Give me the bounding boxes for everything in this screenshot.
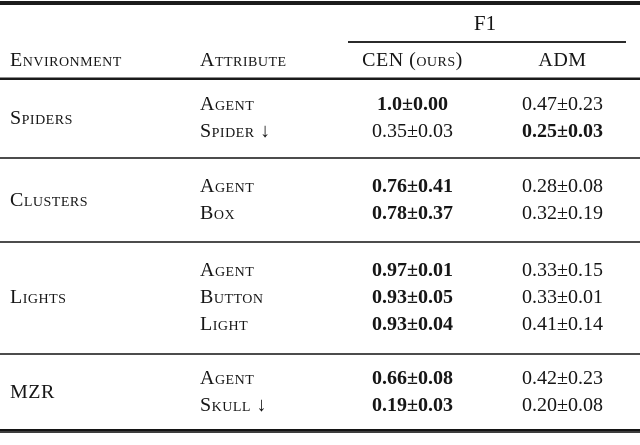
attribute-cell: Agent <box>200 367 255 389</box>
cen-value-cell: 0.93±0.05 <box>372 286 453 308</box>
group-lights: Lights Agent 0.97±0.01 0.33±0.15 Button … <box>0 243 640 353</box>
adm-value-cell: 0.33±0.01 <box>522 286 603 308</box>
column-header-environment: Environment <box>10 48 122 71</box>
adm-value-cell: 0.32±0.19 <box>522 202 603 224</box>
table-row: Agent 0.97±0.01 0.33±0.15 <box>200 257 640 284</box>
adm-value-cell: 0.20±0.08 <box>522 394 603 416</box>
cen-value-cell: 1.0±0.00 <box>377 93 448 115</box>
attribute-cell: Spider ↓ <box>200 120 271 142</box>
group-separator-rule <box>0 353 640 355</box>
cen-value-cell: 0.35±0.03 <box>372 120 453 142</box>
table-row: Agent 0.66±0.08 0.42±0.23 <box>200 365 640 392</box>
cen-value-cell: 0.19±0.03 <box>372 394 453 416</box>
attribute-cell: Light <box>200 313 249 335</box>
group-spiders: Spiders Agent 1.0±0.00 0.47±0.23 Spider … <box>0 80 640 157</box>
top-rule <box>0 1 640 5</box>
cen-value-cell: 0.78±0.37 <box>372 202 453 224</box>
adm-value-cell: 0.47±0.23 <box>522 93 603 115</box>
group-clusters: Clusters Agent 0.76±0.41 0.28±0.08 Box 0… <box>0 159 640 241</box>
header-rule <box>0 77 640 80</box>
table-row: Agent 1.0±0.00 0.47±0.23 <box>200 91 640 118</box>
column-header-attribute: Attribute <box>200 48 287 71</box>
bottom-rule <box>0 429 640 433</box>
attribute-cell: Agent <box>200 175 255 197</box>
cen-value-cell: 0.97±0.01 <box>372 259 453 281</box>
cen-value-cell: 0.93±0.04 <box>372 313 453 335</box>
span-header-f1: F1 <box>473 11 497 35</box>
results-table: F1 Environment Attribute CEN (ours) ADM … <box>0 1 640 433</box>
environment-label: Spiders <box>10 106 73 129</box>
attribute-cell: Agent <box>200 259 255 281</box>
table-row: Button 0.93±0.05 0.33±0.01 <box>200 284 640 311</box>
adm-value-cell: 0.25±0.03 <box>522 120 603 142</box>
cen-value-cell: 0.66±0.08 <box>372 367 453 389</box>
group-separator-rule <box>0 241 640 243</box>
table-row: Skull ↓ 0.19±0.03 0.20±0.08 <box>200 392 640 419</box>
environment-label: MZR <box>10 380 55 403</box>
adm-value-cell: 0.41±0.14 <box>522 313 603 335</box>
cen-value-cell: 0.76±0.41 <box>372 175 453 197</box>
table-row: Box 0.78±0.37 0.32±0.19 <box>200 200 640 227</box>
attribute-cell: Box <box>200 202 236 224</box>
attribute-cell: Button <box>200 286 264 308</box>
group-separator-rule <box>0 157 640 159</box>
table-row: Spider ↓ 0.35±0.03 0.25±0.03 <box>200 118 640 145</box>
f1-cmidrule <box>348 41 626 43</box>
adm-value-cell: 0.42±0.23 <box>522 367 603 389</box>
adm-value-cell: 0.28±0.08 <box>522 175 603 197</box>
column-header-cen: CEN (ours) <box>362 48 463 71</box>
group-mzr: MZR Agent 0.66±0.08 0.42±0.23 Skull ↓ 0.… <box>0 355 640 429</box>
environment-label: Clusters <box>10 188 89 211</box>
column-header-adm: ADM <box>538 48 587 71</box>
attribute-cell: Skull ↓ <box>200 394 267 416</box>
environment-label: Lights <box>10 286 67 308</box>
attribute-cell: Agent <box>200 93 255 115</box>
table-row: Light 0.93±0.04 0.41±0.14 <box>200 311 640 338</box>
span-header-row: F1 <box>0 5 640 41</box>
table-row: Agent 0.76±0.41 0.28±0.08 <box>200 173 640 200</box>
column-header-row: Environment Attribute CEN (ours) ADM <box>0 43 640 77</box>
adm-value-cell: 0.33±0.15 <box>522 259 603 281</box>
